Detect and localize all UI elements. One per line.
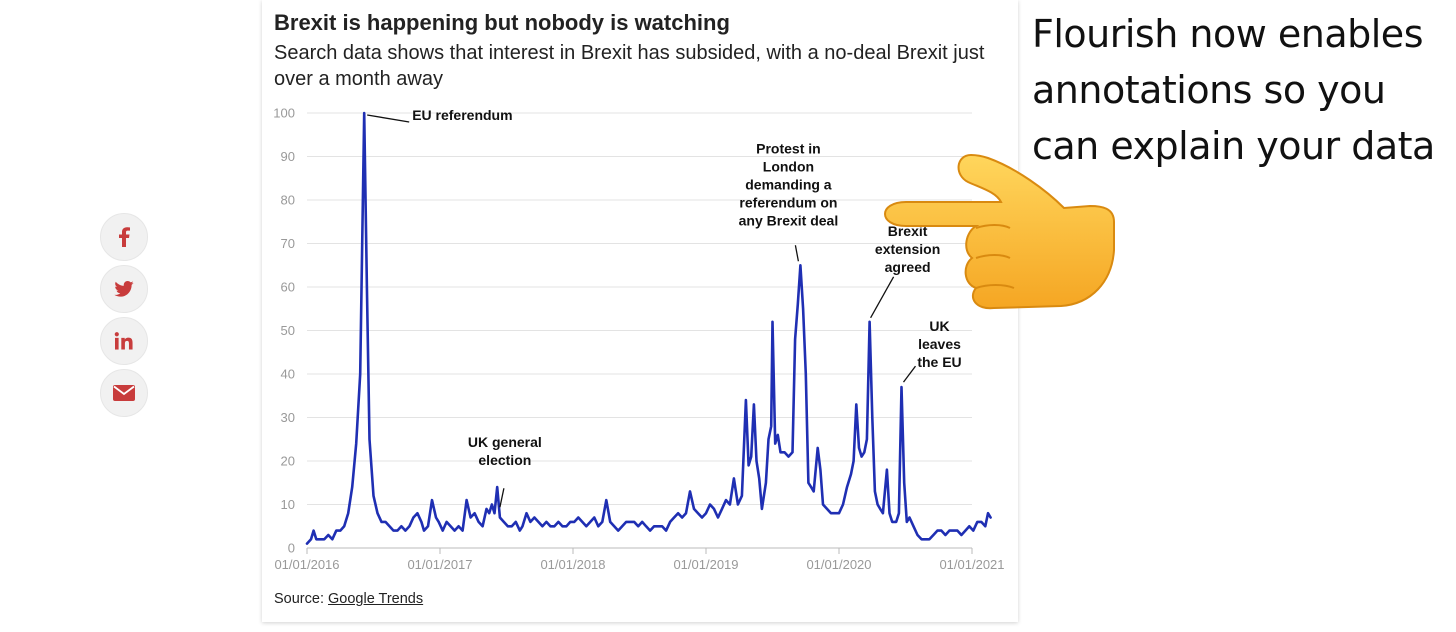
y-tick-label: 80 — [281, 193, 295, 208]
email-icon — [113, 385, 135, 401]
y-tick-label: 90 — [281, 149, 295, 164]
y-tick-label: 0 — [288, 541, 295, 556]
share-email-button[interactable] — [100, 369, 148, 417]
x-tick-label: 01/01/2019 — [673, 557, 738, 572]
callout-line: Flourish now enables — [1032, 12, 1424, 56]
annotation-label: UK — [929, 318, 949, 334]
y-tick-label: 70 — [281, 236, 295, 251]
annotation-label: agreed — [885, 259, 931, 275]
source-link[interactable]: Google Trends — [328, 591, 424, 607]
share-twitter-button[interactable] — [100, 265, 148, 313]
x-tick-label: 01/01/2021 — [939, 557, 1004, 572]
x-tick-label: 01/01/2020 — [806, 557, 871, 572]
y-tick-label: 100 — [273, 106, 295, 121]
annotation-label: the EU — [917, 354, 961, 370]
annotation-leader — [499, 488, 505, 508]
annotation-label: extension — [875, 241, 940, 257]
annotation-label: EU referendum — [412, 107, 512, 123]
x-tick-label: 01/01/2016 — [274, 557, 339, 572]
annotation-label: Protest in — [756, 140, 821, 156]
share-linkedin-button[interactable] — [100, 317, 148, 365]
annotation-label: election — [478, 452, 531, 468]
share-facebook-button[interactable] — [100, 213, 148, 261]
chart-subtitle: Search data shows that interest in Brexi… — [274, 42, 985, 90]
twitter-icon — [114, 281, 134, 297]
pointing-hand-icon — [884, 153, 1115, 310]
callout-text: Flourish now enables annotations so you … — [1032, 6, 1452, 174]
y-tick-label: 20 — [281, 454, 295, 469]
facebook-icon — [119, 227, 130, 247]
annotation-label: referendum on — [739, 194, 837, 210]
callout-line: annotations so you — [1032, 68, 1386, 112]
x-tick-label: 01/01/2017 — [407, 557, 472, 572]
linkedin-icon — [114, 332, 133, 350]
annotation-leader — [367, 114, 410, 123]
y-tick-label: 60 — [281, 280, 295, 295]
y-tick-label: 40 — [281, 367, 295, 382]
chart-source: Source: Google Trends — [274, 591, 423, 607]
annotation-label: UK general — [468, 434, 542, 450]
y-tick-label: 10 — [281, 497, 295, 512]
annotation-label: leaves — [918, 336, 961, 352]
source-label: Source: — [274, 591, 328, 607]
annotation-leader — [794, 245, 800, 262]
annotation-leader — [870, 276, 895, 319]
series-line — [305, 111, 992, 545]
line-chart: 0 10 20 30 40 50 60 70 80 90 100 01/01/2016 01/01/20… — [273, 106, 1004, 573]
annotation-leader — [902, 365, 917, 383]
y-tick-label: 50 — [281, 323, 295, 338]
chart-title: Brexit is happening but nobody is watchi… — [274, 10, 730, 35]
callout-line: can explain your data — [1032, 124, 1435, 168]
annotation-label: London — [763, 158, 814, 174]
annotation-label: demanding a — [745, 176, 832, 192]
y-tick-label: 30 — [281, 410, 295, 425]
annotation-label: any Brexit deal — [739, 212, 839, 228]
chart-card: Brexit is happening but nobody is watchi… — [262, 0, 1018, 622]
x-tick-label: 01/01/2018 — [540, 557, 605, 572]
